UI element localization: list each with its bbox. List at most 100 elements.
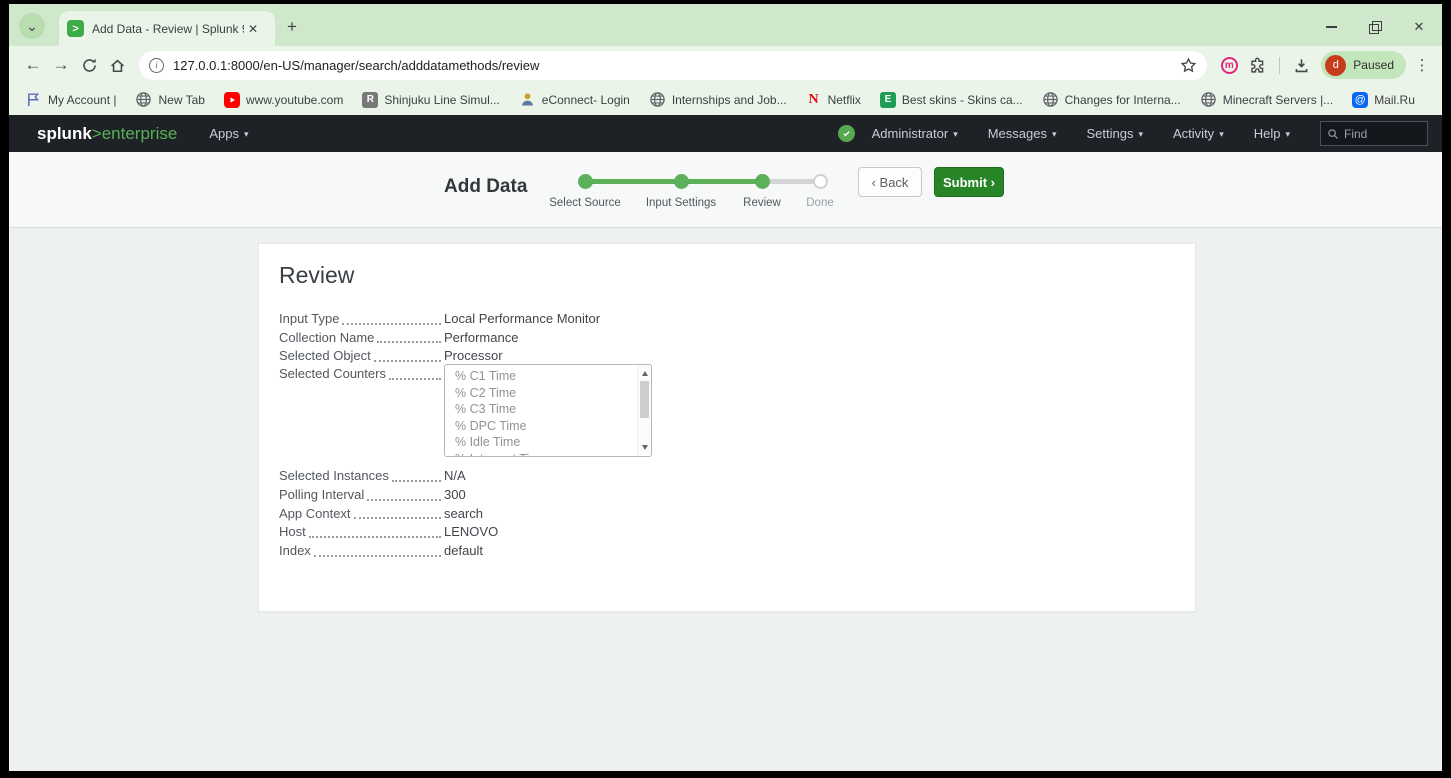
back-button[interactable]: ‹ Back [858, 167, 922, 197]
bookmarks-list: My Account | New Tab www.youtube.com Shinju… [25, 91, 1434, 108]
close-button[interactable] [1412, 20, 1426, 34]
downloads-icon[interactable] [1287, 51, 1315, 79]
review-field-row: Selected Counters % C1 Time% C2 Time % C3 … [279, 364, 1175, 458]
scroll-up-icon[interactable] [638, 367, 651, 380]
counter-option[interactable]: % C3 Time [455, 402, 517, 417]
scroll-thumb[interactable] [639, 381, 649, 419]
field-label: Selected Counters [279, 366, 386, 382]
tab-close-icon[interactable] [248, 22, 258, 36]
tab-search-button[interactable] [19, 13, 45, 39]
chevron-down-icon [239, 126, 249, 141]
address-bar[interactable]: 127.0.0.1:8000/en-US/manager/search/addd… [139, 50, 1207, 80]
field-label: App Context [279, 505, 351, 521]
find-search-box[interactable] [1320, 121, 1428, 146]
health-check-icon[interactable] [837, 125, 855, 142]
bookmark-label: Internships and Job... [671, 92, 787, 107]
field-label: Selected Object [279, 348, 371, 364]
apps-menu[interactable]: Apps [209, 126, 248, 141]
browser-tab[interactable]: Add Data - Review | Splunk 9.2... [59, 11, 275, 46]
page-title: Add Data [444, 176, 528, 197]
bookmark-item[interactable]: New Tab [135, 91, 205, 108]
splunk-enterprise-text: >enterprise [91, 123, 178, 143]
bookmark-item[interactable]: Netflix [806, 92, 861, 108]
restore-button[interactable] [1368, 20, 1382, 34]
counter-option[interactable]: % Interrupt Time [455, 451, 651, 457]
chevron-down-icon [948, 126, 958, 141]
splunk-menu-activity[interactable]: Activity [1173, 126, 1224, 141]
bookmark-item[interactable]: Best skins - Skins ca... [879, 91, 1023, 108]
new-tab-button[interactable] [287, 17, 297, 37]
review-field-row: Selected Object Processor [279, 347, 1175, 366]
reload-icon[interactable] [75, 51, 103, 79]
dotted-leader [367, 498, 441, 501]
splunk-menu-messages[interactable]: Messages [988, 126, 1057, 141]
menu-label: Administrator [871, 126, 949, 141]
splunk-navbar: splunk>enterprise Apps Administrator Mess… [9, 115, 1442, 152]
dotted-leader [391, 479, 441, 482]
step-indicator: Select Source Input Settings Review Done [540, 152, 870, 228]
splunk-menu-settings[interactable]: Settings [1087, 126, 1144, 141]
dotted-leader [308, 535, 441, 538]
bookmark-item[interactable]: Shinjuku Line Simul... [362, 91, 500, 108]
bookmark-item[interactable]: Minecraft Servers |... [1200, 91, 1333, 108]
scroll-down-icon[interactable] [638, 441, 651, 454]
counter-option[interactable]: % Idle Time [455, 435, 521, 450]
forward-nav-icon[interactable]: → [52, 55, 70, 74]
splunk-logo-text: splunk [37, 123, 92, 143]
bookmark-label: Shinjuku Line Simul... [384, 92, 500, 107]
splunk-logo[interactable]: splunk>enterprise [37, 124, 177, 144]
bookmark-star-icon[interactable] [1180, 57, 1197, 74]
browser-menu-icon[interactable] [1412, 56, 1432, 74]
review-fields: Input Type Local Performance Monitor Colle… [279, 310, 1175, 561]
review-field-row: Index default [279, 542, 1175, 561]
url-text: 127.0.0.1:8000/en-US/manager/search/addd… [173, 57, 540, 73]
find-input[interactable] [1344, 126, 1424, 141]
bookmark-item[interactable]: www.youtube.com [223, 91, 343, 108]
field-label: Index [279, 542, 311, 558]
field-value: N/A [444, 468, 466, 484]
chevron-down-icon [1133, 126, 1143, 141]
field-label: Input Type [279, 311, 340, 326]
chevron-down-icon [1214, 126, 1224, 141]
menu-label: Help [1253, 126, 1281, 141]
field-value: default [444, 542, 484, 558]
minimize-button[interactable] [1324, 20, 1338, 34]
step-dot-input-settings [673, 173, 689, 189]
bookmark-item[interactable]: eConnect- Login [519, 91, 630, 108]
chevron-down-icon [1280, 126, 1290, 141]
extensions-puzzle-icon[interactable] [1244, 51, 1272, 79]
profile-chip[interactable]: d Paused [1321, 51, 1406, 79]
globe-icon [135, 91, 152, 108]
pinned-extension-icon[interactable] [1220, 56, 1238, 74]
menu-label: Settings [1086, 126, 1134, 141]
field-value: Performance [444, 329, 519, 345]
back-nav-icon[interactable]: ← [24, 55, 42, 74]
site-info-icon[interactable] [149, 57, 164, 73]
review-field-row: Host LENOVO [279, 523, 1175, 542]
home-icon[interactable] [103, 51, 131, 79]
bookmark-item[interactable]: My Account | [25, 91, 116, 108]
bookmark-item[interactable]: Internships and Job... [649, 91, 787, 108]
bookmark-label: Minecraft Servers |... [1222, 92, 1334, 107]
counter-option[interactable]: % C2 Time [455, 385, 517, 400]
splunk-menu-administrator[interactable]: Administrator [872, 126, 958, 141]
counter-option[interactable]: % DPC Time [455, 418, 527, 433]
selected-counters-listbox[interactable]: % C1 Time% C2 Time % C3 Time% DPC Time % I… [444, 364, 652, 458]
window-controls [1324, 20, 1442, 46]
globe-icon [1042, 91, 1059, 108]
listbox-scrollbar[interactable] [637, 366, 651, 456]
counter-option[interactable]: % C1 Time [455, 369, 517, 384]
review-heading: Review [279, 262, 355, 288]
bookmark-item[interactable]: Mail.Ru [1352, 91, 1415, 108]
splunk-menu-help[interactable]: Help [1254, 126, 1290, 141]
page-content: Review Input Type Local Performance Monit… [9, 228, 1442, 771]
bookmark-item[interactable]: Changes for Interna... [1042, 91, 1181, 108]
step-label: Review [743, 197, 781, 209]
submit-button[interactable]: Submit › [934, 167, 1004, 197]
netflix-icon [806, 92, 822, 108]
bookmarks-overflow-chevron-icon[interactable] [1434, 92, 1442, 108]
e-site-icon [879, 91, 896, 108]
person-icon [519, 91, 536, 108]
apps-menu-label: Apps [209, 126, 239, 141]
bookmark-label: Changes for Interna... [1064, 92, 1181, 107]
